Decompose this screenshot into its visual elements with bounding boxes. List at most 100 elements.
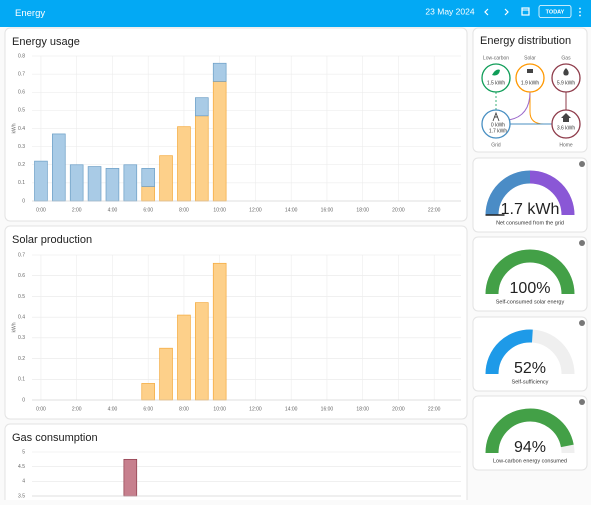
- node: [551, 109, 581, 139]
- gauge-value-label: 52%: [514, 360, 546, 377]
- x-tick-label: 0:00: [36, 406, 46, 412]
- y-tick-label: 0.7: [18, 252, 25, 258]
- solar-icon: [527, 69, 533, 73]
- x-tick-label: 16:00: [321, 406, 334, 412]
- bar: [177, 314, 191, 401]
- bar: [141, 383, 155, 401]
- bar: [52, 133, 66, 202]
- leaf-icon: [492, 69, 500, 76]
- y-axis-label: kWh: [11, 322, 17, 332]
- bar: [212, 62, 227, 82]
- node-label: Grid: [491, 142, 501, 148]
- bar: [212, 262, 227, 401]
- bar: [159, 155, 173, 202]
- card-title: Energy usage: [12, 36, 80, 48]
- y-tick-label: 0.8: [18, 53, 25, 59]
- gauge-value: [485, 329, 533, 375]
- x-tick-label: 0:00: [36, 207, 46, 213]
- bar: [87, 166, 102, 202]
- y-tick-label: 0.2: [18, 356, 25, 362]
- gauge-segment: [485, 170, 531, 216]
- bar: [177, 126, 191, 202]
- gauge-label: Self-consumed solar energy: [496, 299, 565, 305]
- bar: [141, 168, 155, 187]
- today-label: TODAY: [546, 9, 565, 15]
- info-icon: [579, 240, 585, 246]
- x-tick-label: 18:00: [356, 406, 369, 412]
- x-tick-label: 4:00: [108, 207, 118, 213]
- grid-icon: [492, 111, 500, 122]
- calendar-icon: [521, 7, 530, 16]
- node-value: 3.6 kWh: [557, 125, 576, 131]
- x-tick-label: 12:00: [249, 207, 262, 213]
- gauge-value-label: 1.7 kWh: [501, 201, 560, 218]
- node-label: Low-carbon: [483, 55, 509, 61]
- node-label: Gas: [561, 55, 571, 61]
- gauge-label: Net consumed from the grid: [496, 220, 564, 226]
- gauge-label: Low-carbon energy consumed: [493, 458, 567, 464]
- fire-icon: [563, 68, 569, 76]
- node-label: Solar: [524, 55, 536, 61]
- bar: [195, 302, 209, 401]
- menu-dot: [579, 14, 581, 17]
- bar: [69, 164, 84, 202]
- y-tick-label: 0.3: [18, 335, 25, 341]
- gauge-value-label: 94%: [514, 439, 546, 456]
- y-tick-label: 3.5: [18, 493, 25, 499]
- y-tick-label: 4: [22, 479, 25, 485]
- card-title: Energy distribution: [480, 35, 571, 47]
- node-value: 1.5 kWh: [487, 80, 506, 86]
- gauge-segment: [529, 170, 575, 216]
- menu-dot: [579, 7, 581, 10]
- node-value: 5.9 kWh: [557, 80, 576, 86]
- x-tick-label: 16:00: [321, 207, 334, 213]
- card: [4, 27, 468, 222]
- node: [551, 63, 581, 93]
- gauge-label: Self-sufficiency: [512, 379, 549, 385]
- energy-distribution: Energy distribution Low-carbon Solar Gas…: [472, 27, 588, 153]
- x-tick-label: 6:00: [143, 207, 153, 213]
- node: [481, 63, 511, 93]
- card-title: Solar production: [12, 234, 92, 246]
- y-tick-label: 0.6: [18, 273, 25, 279]
- bar: [34, 160, 48, 202]
- x-tick-label: 20:00: [392, 406, 405, 412]
- node-label: Home: [559, 142, 573, 148]
- today-button[interactable]: TODAY: [538, 5, 572, 18]
- menu-button[interactable]: [579, 7, 581, 17]
- y-tick-label: 0.3: [18, 144, 25, 150]
- bar: [195, 115, 209, 202]
- node: [515, 63, 545, 93]
- bar: [141, 186, 155, 202]
- home-icon: [561, 113, 571, 122]
- gauge-value: [485, 408, 574, 454]
- card: [4, 423, 468, 505]
- top-bar: [0, 0, 591, 27]
- y-tick-label: 0.4: [18, 314, 25, 320]
- y-tick-label: 5: [22, 449, 25, 455]
- x-tick-label: 12:00: [249, 406, 262, 412]
- node: [481, 109, 511, 139]
- x-tick-label: 2:00: [72, 406, 82, 412]
- y-tick-label: 0.1: [18, 180, 25, 186]
- y-tick-label: 0.5: [18, 294, 25, 300]
- next-button[interactable]: [504, 8, 509, 16]
- x-tick-label: 8:00: [179, 207, 189, 213]
- page-title: Energy: [15, 8, 45, 19]
- calendar-button[interactable]: [521, 7, 530, 16]
- bar: [195, 97, 209, 117]
- y-tick-label: 0: [22, 198, 25, 204]
- bar: [212, 81, 227, 202]
- y-tick-label: 0.1: [18, 377, 25, 383]
- y-tick-label: 4.5: [18, 464, 25, 470]
- bar: [105, 168, 120, 202]
- date: 23 May 2024: [425, 6, 474, 16]
- x-tick-label: 14:00: [285, 406, 298, 412]
- flow-line: [508, 91, 531, 121]
- grid-from: 0 kWh: [491, 122, 505, 128]
- card-title: Gas consumption: [12, 432, 98, 444]
- x-tick-label: 2:00: [72, 207, 82, 213]
- previous-button[interactable]: [484, 8, 489, 16]
- info-icon: [579, 161, 585, 167]
